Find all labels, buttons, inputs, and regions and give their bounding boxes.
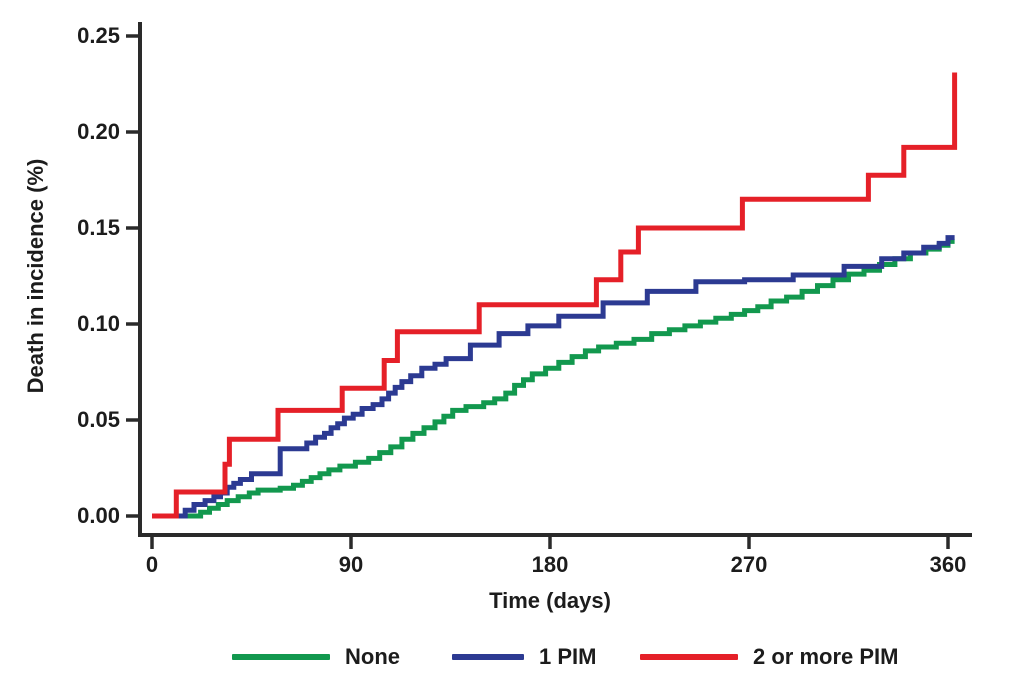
legend-label-2-or-more-pim: 2 or more PIM	[753, 644, 899, 669]
x-tick-label: 90	[338, 552, 364, 577]
legend-label-none: None	[345, 644, 400, 669]
y-tick-label: 0.20	[77, 119, 120, 144]
legend-item-2-or-more-pim: 2 or more PIM	[640, 644, 898, 670]
legend-item-1pim: 1 PIM	[452, 644, 596, 670]
series-path-none	[152, 238, 955, 519]
y-tick-label: 0.10	[77, 311, 120, 336]
x-tick-label: 180	[531, 552, 569, 577]
y-tick-label: 0.25	[77, 23, 120, 48]
series-path-1-pim	[152, 235, 955, 519]
legend-swatch-2-or-more-pim	[640, 654, 738, 660]
y-tick-label: 0.05	[77, 407, 120, 432]
legend-swatch-none	[232, 654, 330, 660]
x-tick-label: 0	[145, 552, 159, 577]
x-axis-title: Time (days)	[489, 588, 611, 613]
y-tick-label: 0.00	[77, 503, 120, 528]
y-axis-title: Death in incidence (%)	[23, 158, 48, 394]
x-tick-label: 360	[929, 552, 967, 577]
legend-swatch-1pim	[452, 654, 524, 660]
legend-item-none: None	[232, 644, 400, 670]
series-path-2-or-more-pim	[152, 72, 958, 519]
x-tick-label: 270	[730, 552, 768, 577]
y-tick-label: 0.15	[77, 215, 120, 240]
legend-label-1pim: 1 PIM	[539, 644, 597, 669]
